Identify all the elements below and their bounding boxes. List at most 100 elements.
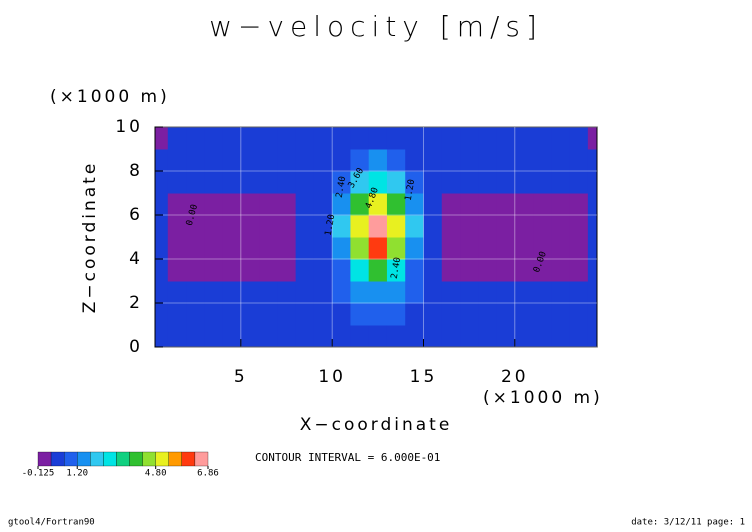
cell xyxy=(277,237,297,260)
cell xyxy=(350,171,370,194)
cell xyxy=(295,325,315,347)
cell xyxy=(313,303,333,326)
cell xyxy=(386,215,406,238)
cell xyxy=(222,281,242,304)
cell xyxy=(587,127,597,150)
cell xyxy=(222,303,242,326)
cell xyxy=(259,281,278,304)
colorbar-swatch xyxy=(129,451,143,467)
cell xyxy=(155,281,169,304)
cell xyxy=(441,281,461,304)
cell xyxy=(569,259,589,282)
cell xyxy=(587,303,597,326)
cell xyxy=(386,237,406,260)
cell xyxy=(240,149,260,172)
cell xyxy=(240,237,260,260)
cell xyxy=(259,237,278,260)
cell xyxy=(167,149,187,172)
y-tick-label: 0 xyxy=(129,337,143,357)
cell xyxy=(551,149,571,172)
cell xyxy=(222,149,242,172)
cell xyxy=(350,215,370,238)
cell xyxy=(460,303,479,326)
cell xyxy=(441,325,461,347)
cell xyxy=(423,303,443,326)
cell xyxy=(551,193,571,216)
cell xyxy=(259,171,278,194)
cell xyxy=(295,149,315,172)
cell xyxy=(313,259,333,282)
x-unit: (×1000 m) xyxy=(483,388,603,408)
cell xyxy=(569,237,589,260)
x-tick-label: 10 xyxy=(318,367,346,387)
x-tick-label: 15 xyxy=(410,367,438,387)
cell xyxy=(277,325,297,347)
y-tick-label: 6 xyxy=(129,205,143,225)
cell xyxy=(441,193,461,216)
colorbar-swatch xyxy=(142,451,156,467)
cell xyxy=(496,171,516,194)
cell xyxy=(277,127,297,150)
cell xyxy=(496,303,516,326)
cell xyxy=(155,303,169,326)
cell xyxy=(368,127,388,150)
cell xyxy=(259,127,278,150)
cell xyxy=(587,215,597,238)
cell xyxy=(533,171,552,194)
x-axis-label: X−coordinate xyxy=(300,415,453,435)
cell xyxy=(460,215,479,238)
cell xyxy=(155,193,169,216)
cell xyxy=(496,127,516,150)
colorbar-swatch xyxy=(116,451,130,467)
cell xyxy=(441,171,461,194)
cell xyxy=(587,237,597,260)
cell xyxy=(186,149,205,172)
cell xyxy=(569,215,589,238)
cell xyxy=(405,149,424,172)
chart-title: w−velocity [m/s] xyxy=(209,10,543,43)
cell xyxy=(186,303,205,326)
cell xyxy=(514,325,534,347)
cell xyxy=(277,171,297,194)
cell xyxy=(332,325,351,347)
cell xyxy=(386,281,406,304)
cell xyxy=(204,127,224,150)
cell xyxy=(514,303,534,326)
cell xyxy=(277,193,297,216)
cell xyxy=(423,325,443,347)
cell xyxy=(496,149,516,172)
cell xyxy=(277,215,297,238)
cell xyxy=(460,193,479,216)
cell xyxy=(350,127,370,150)
cell xyxy=(405,237,424,260)
colorbar-label: 6.86 xyxy=(197,469,219,479)
cell xyxy=(423,281,443,304)
cell xyxy=(222,237,242,260)
footer-left: gtool4/Fortran90 xyxy=(8,518,95,528)
contour-label: 1.20 xyxy=(404,179,418,202)
cell xyxy=(222,127,242,150)
x-tick-label: 5 xyxy=(234,367,248,387)
cell xyxy=(204,303,224,326)
cell xyxy=(155,149,169,172)
cell xyxy=(478,303,498,326)
cell xyxy=(295,171,315,194)
cell xyxy=(514,259,534,282)
cell xyxy=(478,127,498,150)
cell xyxy=(167,215,187,238)
cell xyxy=(478,237,498,260)
cell xyxy=(478,171,498,194)
cell xyxy=(551,281,571,304)
cell xyxy=(386,303,406,326)
cell xyxy=(332,281,351,304)
cell xyxy=(386,171,406,194)
cell xyxy=(295,127,315,150)
colorbar-swatch xyxy=(103,451,117,467)
cell xyxy=(587,193,597,216)
colorbar-swatch xyxy=(90,451,104,467)
cell xyxy=(332,215,351,238)
cell xyxy=(569,325,589,347)
cell xyxy=(460,127,479,150)
cell xyxy=(478,281,498,304)
cell xyxy=(313,171,333,194)
